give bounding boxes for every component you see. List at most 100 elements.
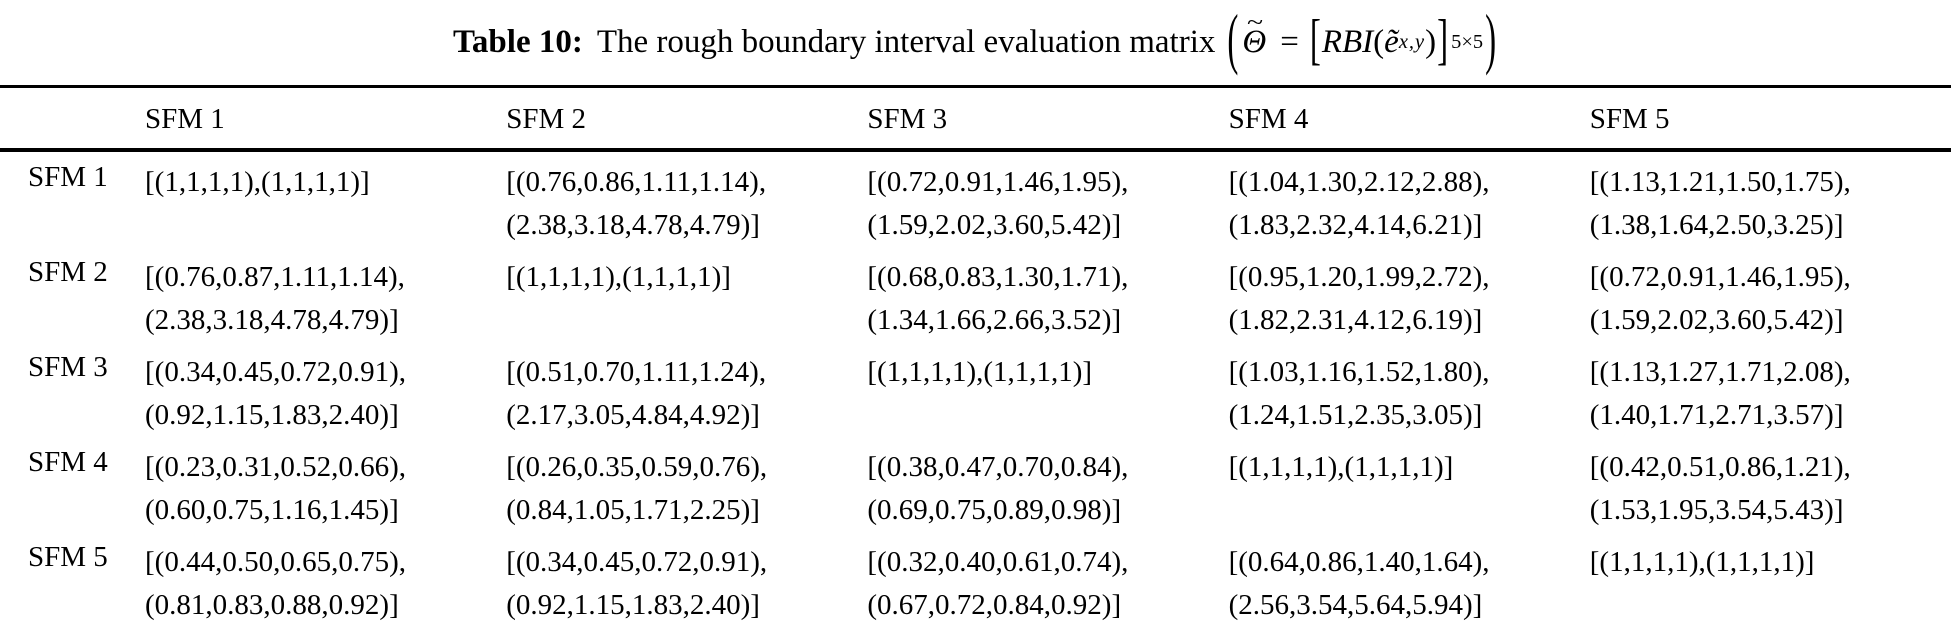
cell-lower-interval: (0.84,1.05,1.71,2.25)] — [506, 494, 760, 526]
cell-upper-interval: [(0.76,0.86,1.11,1.14), — [506, 166, 767, 198]
theta-symbol: Θ — [1242, 24, 1267, 60]
column-header-sfm3: SFM 3 — [867, 88, 1229, 152]
caption-formula: ( ~ Θ = [ RBI(ẽ x,y) ] 5×5 ) — [1225, 4, 1498, 78]
matrix-cell: [(0.44,0.50,0.65,0.75), (0.81,0.83,0.88,0… — [145, 532, 506, 627]
cell-lower-interval: (0.69,0.75,0.89,0.98)] — [867, 494, 1122, 526]
matrix-cell: [(0.23,0.31,0.52,0.66), (0.60,0.75,1.16,1… — [145, 437, 506, 532]
matrix-cell: [(0.34,0.45,0.72,0.91), (0.92,1.15,1.83,2… — [145, 342, 506, 437]
matrix-cell: [(0.64,0.86,1.40,1.64), (2.56,3.54,5.64,5… — [1229, 532, 1590, 627]
matrix-cell: [(0.72,0.91,1.46,1.95), (1.59,2.02,3.60,5… — [867, 150, 1228, 247]
cell-lower-interval: (1.38,1.64,2.50,3.25)] — [1589, 209, 1844, 241]
table-number-label: Table 10: — [452, 24, 583, 60]
matrix-cell: [(1.13,1.21,1.50,1.75), (1.38,1.64,2.50,3… — [1590, 150, 1951, 247]
cell-lower-interval: (2.38,3.18,4.78,4.79)] — [145, 304, 399, 336]
cell-lower-interval: (1.53,1.95,3.54,5.43)] — [1589, 494, 1844, 526]
cell-lower-interval: (0.92,1.15,1.83,2.40)] — [506, 589, 760, 621]
table-row: SFM 2 [(0.76,0.87,1.11,1.14), (2.38,3.18,… — [0, 247, 1951, 342]
matrix-cell: [(1.03,1.16,1.52,1.80), (1.24,1.51,2.35,3… — [1229, 342, 1590, 437]
cell-upper-interval: [(1,1,1,1),(1,1,1,1)] — [1589, 546, 1815, 578]
matrix-cell: [(1,1,1,1),(1,1,1,1)] — [506, 247, 867, 342]
cell-upper-interval: [(0.72,0.91,1.46,1.95), — [867, 166, 1129, 198]
cell-lower-interval: (1.59,2.02,3.60,5.42)] — [1589, 304, 1844, 336]
cell-lower-interval: (1.40,1.71,2.71,3.57)] — [1589, 399, 1844, 431]
cell-upper-interval: [(0.95,1.20,1.99,2.72), — [1228, 261, 1490, 293]
table-row: SFM 4 [(0.23,0.31,0.52,0.66), (0.60,0.75,… — [0, 437, 1951, 532]
cell-lower-interval: (1.34,1.66,2.66,3.52)] — [867, 304, 1122, 336]
matrix-cell: [(1.04,1.30,2.12,2.88), (1.83,2.32,4.14,6… — [1229, 150, 1590, 247]
cell-upper-interval: [(0.34,0.45,0.72,0.91), — [145, 356, 406, 388]
tilde-accent: ~ — [1247, 10, 1264, 37]
row-header-sfm4: SFM 4 — [28, 446, 108, 478]
cell-lower-interval: (1.82,2.31,4.12,6.19)] — [1228, 304, 1483, 336]
cell-upper-interval: [(0.68,0.83,1.30,1.71), — [867, 261, 1129, 293]
matrix-dimension-subscript: 5×5 — [1451, 31, 1484, 53]
formula-close-bracket: ] — [1437, 10, 1449, 72]
cell-upper-interval: [(1.04,1.30,2.12,2.88), — [1228, 166, 1490, 198]
cell-lower-interval: (0.81,0.83,0.88,0.92)] — [145, 589, 399, 621]
cell-lower-interval: (2.38,3.18,4.78,4.79)] — [506, 209, 760, 241]
matrix-cell: [(0.95,1.20,1.99,2.72), (1.82,2.31,4.12,6… — [1229, 247, 1590, 342]
cell-lower-interval: (2.17,3.05,4.84,4.92)] — [506, 399, 760, 431]
column-header-sfm1: SFM 1 — [145, 88, 507, 152]
matrix-cell: [(0.76,0.87,1.11,1.14), (2.38,3.18,4.78,4… — [145, 247, 506, 342]
matrix-cell: [(0.26,0.35,0.59,0.76), (0.84,1.05,1.71,2… — [506, 437, 867, 532]
cell-upper-interval: [(0.44,0.50,0.65,0.75), — [145, 546, 406, 578]
matrix-cell: [(0.34,0.45,0.72,0.91), (0.92,1.15,1.83,2… — [506, 532, 867, 627]
matrix-cell: [(0.42,0.51,0.86,1.21), (1.53,1.95,3.54,5… — [1590, 437, 1951, 532]
cell-lower-interval: (1.59,2.02,3.60,5.42)] — [867, 209, 1122, 241]
column-header-sfm4: SFM 4 — [1228, 88, 1590, 152]
cell-upper-interval: [(0.72,0.91,1.46,1.95), — [1589, 261, 1851, 293]
table-row: SFM 5 [(0.44,0.50,0.65,0.75), (0.81,0.83,… — [0, 532, 1951, 627]
matrix-cell: [(0.38,0.47,0.70,0.84), (0.69,0.75,0.89,0… — [867, 437, 1228, 532]
caption-text: The rough boundary interval evaluation m… — [596, 24, 1216, 60]
formula-close-paren: ) — [1485, 3, 1497, 78]
xy-subscript: x,y — [1398, 31, 1426, 53]
header-row: SFM 1 SFM 2 SFM 3 SFM 4 SFM 5 — [0, 88, 1951, 152]
evaluation-matrix-table: SFM 1 SFM 2 SFM 3 SFM 4 SFM 5 SFM 1 [(1,… — [0, 88, 1951, 627]
equals-sign: = — [1280, 24, 1299, 60]
cell-upper-interval: [(0.38,0.47,0.70,0.84), — [867, 451, 1129, 483]
cell-upper-interval: [(0.26,0.35,0.59,0.76), — [506, 451, 768, 483]
matrix-cell: [(1,1,1,1),(1,1,1,1)] — [1229, 437, 1590, 532]
row-header-sfm1: SFM 1 — [28, 161, 108, 193]
cell-upper-interval: [(1,1,1,1),(1,1,1,1)] — [145, 166, 370, 198]
matrix-cell: [(1.13,1.27,1.71,2.08), (1.40,1.71,2.71,3… — [1590, 342, 1951, 437]
cell-upper-interval: [(1.13,1.27,1.71,2.08), — [1589, 356, 1851, 388]
matrix-cell: [(0.51,0.70,1.11,1.24), (2.17,3.05,4.84,4… — [506, 342, 867, 437]
matrix-cell: [(1,1,1,1),(1,1,1,1)] — [145, 150, 506, 247]
row-header-sfm2: SFM 2 — [28, 256, 108, 288]
cell-lower-interval: (1.24,1.51,2.35,3.05)] — [1228, 399, 1483, 431]
row-header-sfm3: SFM 3 — [28, 351, 108, 383]
matrix-cell: [(1,1,1,1),(1,1,1,1)] — [867, 342, 1228, 437]
rbi-function-name: RBI — [1321, 24, 1374, 60]
table-row: SFM 1 [(1,1,1,1),(1,1,1,1)] [(0.76,0.86,… — [0, 150, 1951, 247]
cell-upper-interval: [(0.64,0.86,1.40,1.64), — [1228, 546, 1490, 578]
arg-close-paren: ) — [1425, 24, 1437, 60]
cell-lower-interval: (0.92,1.15,1.83,2.40)] — [145, 399, 399, 431]
cell-upper-interval: [(0.32,0.40,0.61,0.74), — [867, 546, 1129, 578]
cell-lower-interval: (0.60,0.75,1.16,1.45)] — [145, 494, 399, 526]
matrix-cell: [(1,1,1,1),(1,1,1,1)] — [1590, 532, 1951, 627]
cell-upper-interval: [(0.23,0.31,0.52,0.66), — [145, 451, 406, 483]
cell-upper-interval: [(1,1,1,1),(1,1,1,1)] — [506, 261, 731, 293]
matrix-cell: [(0.72,0.91,1.46,1.95), (1.59,2.02,3.60,5… — [1590, 247, 1951, 342]
cell-upper-interval: [(1,1,1,1),(1,1,1,1)] — [867, 356, 1093, 388]
row-header-sfm5: SFM 5 — [28, 541, 108, 573]
cell-upper-interval: [(0.76,0.87,1.11,1.14), — [145, 261, 405, 293]
formula-open-paren: ( — [1227, 3, 1239, 78]
cell-upper-interval: [(1.13,1.21,1.50,1.75), — [1589, 166, 1851, 198]
cell-upper-interval: [(1,1,1,1),(1,1,1,1)] — [1228, 451, 1454, 483]
cell-lower-interval: (2.56,3.54,5.64,5.94)] — [1228, 589, 1483, 621]
arg-open-paren: ( — [1373, 24, 1385, 60]
cell-upper-interval: [(0.34,0.45,0.72,0.91), — [506, 546, 768, 578]
matrix-cell: [(0.32,0.40,0.61,0.74), (0.67,0.72,0.84,0… — [867, 532, 1228, 627]
matrix-cell: [(0.76,0.86,1.11,1.14), (2.38,3.18,4.78,4… — [506, 150, 867, 247]
cell-lower-interval: (1.83,2.32,4.14,6.21)] — [1228, 209, 1483, 241]
theta-tilde-symbol: ~ Θ — [1242, 10, 1267, 61]
e-tilde-symbol: ẽ — [1384, 24, 1399, 60]
cell-upper-interval: [(0.42,0.51,0.86,1.21), — [1589, 451, 1851, 483]
formula-open-bracket: [ — [1309, 10, 1321, 72]
cell-upper-interval: [(1.03,1.16,1.52,1.80), — [1228, 356, 1490, 388]
table-row: SFM 3 [(0.34,0.45,0.72,0.91), (0.92,1.15,… — [0, 342, 1951, 437]
matrix-cell: [(0.68,0.83,1.30,1.71), (1.34,1.66,2.66,3… — [867, 247, 1228, 342]
